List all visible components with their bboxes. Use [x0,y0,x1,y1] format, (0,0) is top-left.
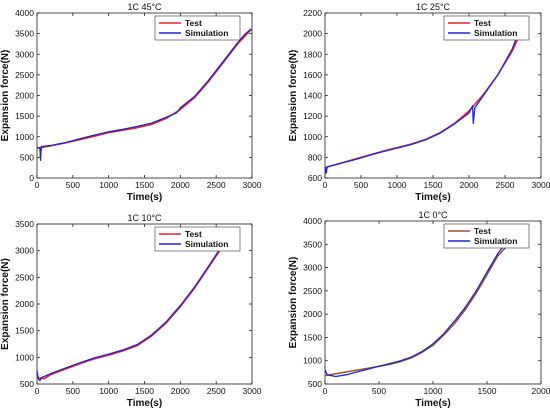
x-tick-label: 1500 [135,180,154,190]
chart-panel-4: 1C 0°C0 500 1000 1500 2000500100015002000250… [288,210,550,409]
x-tick-label: 1500 [135,386,154,396]
y-tick-label: 1500 [303,332,322,342]
legend-label: Simulation [474,28,517,38]
y-axis-label: Expansion force(N) [288,50,299,142]
legend-box [443,223,530,249]
chart-panel-2: 1C 25°C 0 500 1000 1500 2000 2500 3000 600 800 100… [288,2,550,203]
x-tick-label: 2500 [207,180,226,190]
y-tick-label: 2200 [303,8,322,18]
y-tick-label: 1500 [15,111,34,121]
legend-label: Test [474,226,491,236]
y-axis-label: Expansion force(N) [0,50,11,142]
x-tick-label: 1000 [388,180,407,190]
y-axis-label: Expansion force(N) [288,257,299,349]
y-tick-label: 1000 [303,132,322,142]
x-tick-label: 1000 [99,386,118,396]
x-axis-label: Time(s) [415,398,450,409]
y-tick-label: 3000 [303,263,322,273]
y-tick-label: 1600 [303,70,322,80]
legend-label: Test [474,18,491,28]
y-tick-label: 600 [308,173,322,183]
x-tick-label: 1000 [424,386,443,396]
y-tick-label: 2000 [303,309,322,319]
y-tick-label: 500 [20,379,34,389]
x-tick-label: 1500 [424,180,443,190]
legend-box [443,15,530,41]
chart-panel-1: 1C 45°C 0 500 1000 1500 2000 2500 3000 0 500 1000 1… [0,2,262,203]
legend-box [154,15,241,41]
x-tick-label: 2000 [532,386,550,396]
x-tick-label: 2000 [171,180,190,190]
y-axis-label: Expansion force(N) [0,258,11,350]
legend-label: Simulation [185,239,228,249]
y-tick-label: 3000 [15,49,34,59]
legend-label: Simulation [474,236,517,246]
y-tick-label: 1000 [303,356,322,366]
series-line-simulation [324,234,515,378]
x-axis-label: Time(s) [415,192,450,203]
y-tick-label: 800 [308,152,322,162]
chart-panel-3: 1C 10°C0 500 1000 1500 2000 2500 3000500100015… [0,213,262,409]
y-tick-label: 1200 [303,111,322,121]
x-axis-label: Time(s) [127,398,162,409]
x-tick-label: 1500 [478,386,497,396]
y-tick-label: 3000 [15,246,34,256]
series-line-simulation [36,230,232,382]
x-tick-label: 1000 [99,180,118,190]
chart-title: 1C 25°C [416,2,451,12]
y-tick-label: 1500 [15,326,34,336]
y-tick-label: 3500 [303,239,322,249]
x-tick-label: 0 [35,386,40,396]
y-tick-label: 2500 [15,70,34,80]
x-tick-label: 3000 [532,180,550,190]
y-tick-label: 2000 [15,91,34,101]
x-tick-label: 2500 [496,180,515,190]
y-tick-label: 2000 [303,29,322,39]
y-tick-label: 3500 [15,29,34,39]
y-tick-label: 4000 [15,8,34,18]
y-tick-label: 4000 [303,216,322,226]
x-tick-label: 3000 [243,386,262,396]
series-line-test [324,239,515,377]
chart-title: 1C 45°C [127,2,162,12]
series-line-simulation [36,28,252,161]
y-tick-label: 2500 [15,272,34,282]
y-tick-label: 1000 [15,132,34,142]
y-tick-label: 1800 [303,49,322,59]
plot-area [324,12,542,179]
legend-label: Test [185,18,202,28]
x-tick-label: 2500 [207,386,226,396]
chart-title: 1C 0°C [418,210,448,220]
x-tick-label: 0 [323,386,328,396]
x-axis-label: Time(s) [127,192,162,203]
y-tick-label: 2000 [15,299,34,309]
plot-area [36,12,253,179]
x-tick-label: 500 [66,180,80,190]
chart-title: 1C 10°C [127,213,162,223]
legend-label: Test [185,229,202,239]
x-tick-label: 500 [66,386,80,396]
series-line-simulation [324,33,519,174]
y-tick-label: 500 [20,152,34,162]
x-tick-label: 3000 [243,180,262,190]
y-tick-label: 1400 [303,91,322,101]
x-tick-label: 2000 [171,386,190,396]
x-tick-label: 0 [323,180,328,190]
y-tick-label: 0 [29,173,34,183]
y-tick-label: 3500 [15,219,34,229]
y-tick-label: 500 [308,379,322,389]
x-tick-label: 0 [35,180,40,190]
x-tick-label: 500 [354,180,368,190]
y-tick-label: 2500 [303,286,322,296]
legend-box [154,226,241,252]
x-tick-label: 2000 [460,180,479,190]
legend-label: Simulation [185,28,228,38]
y-tick-label: 1000 [15,352,34,362]
x-tick-label: 500 [372,386,386,396]
